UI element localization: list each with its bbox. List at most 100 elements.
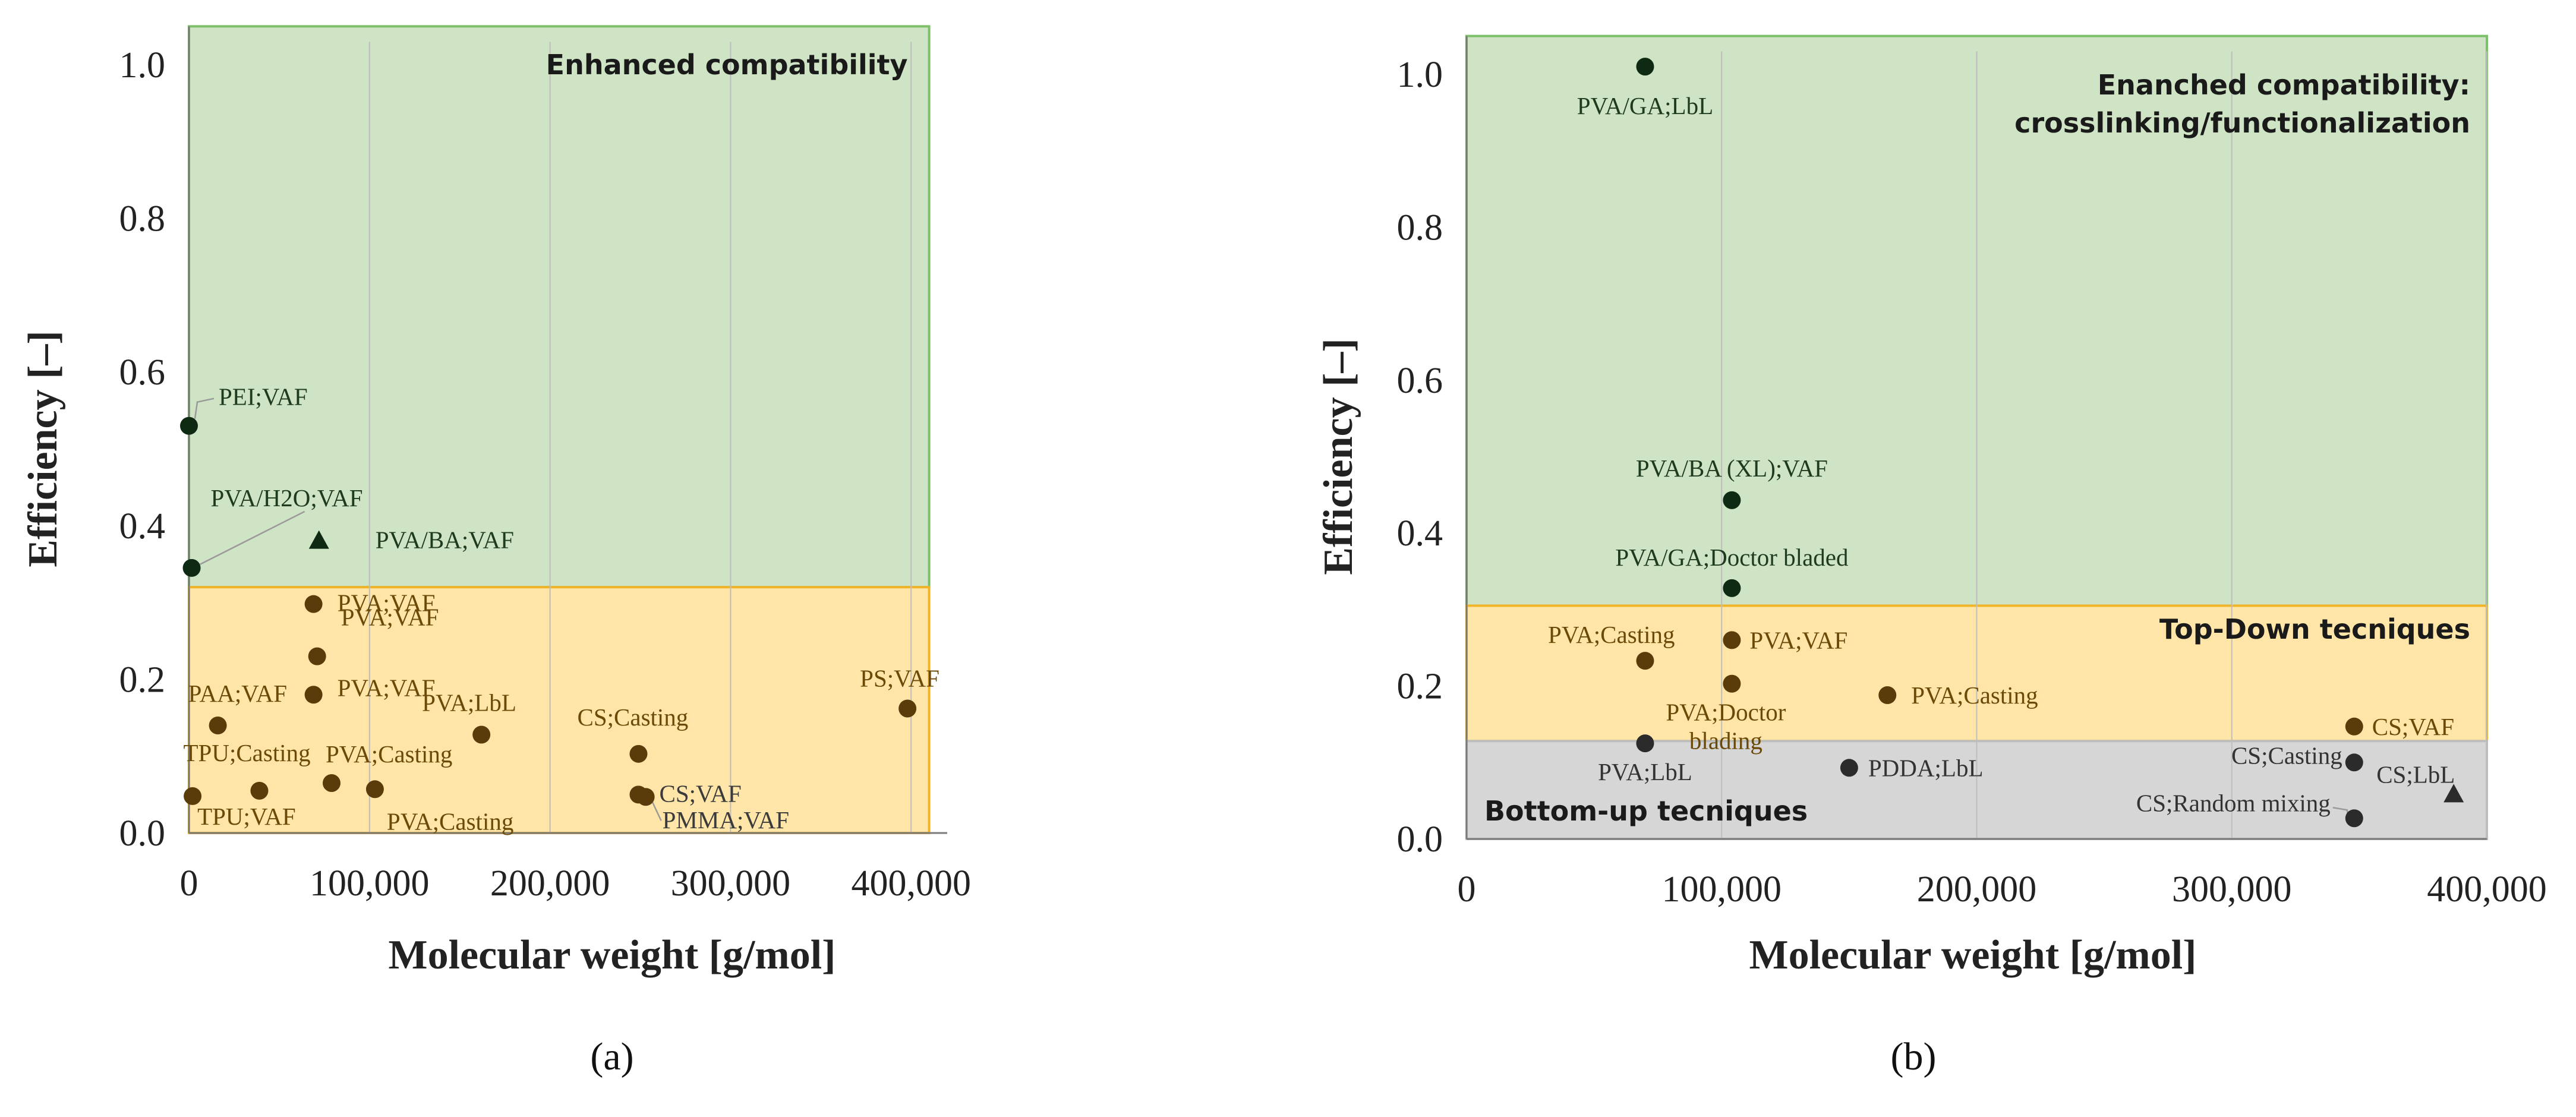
chart-a-point-label: CS;Casting [577,703,688,731]
chart-b-point [1723,491,1741,509]
chart-a-point-label: PS;VAF [860,665,939,692]
chart-a-point [182,558,201,577]
chart-b-region-label: Top-Down tecniques [2159,613,2470,645]
chart-b-point-label: CS;VAF [2372,713,2454,740]
chart-b-point [2345,753,2363,772]
chart-a-point-label: TPU;Casting [183,739,310,766]
chart-a-point [308,530,329,549]
chart-b-point-label: PVA;Doctor [1666,699,1786,726]
chart-b-point-label: PVA;VAF [1749,626,1847,654]
chart-a: Enhanced compatibility 0.0 0.2 0.4 0.6 0… [20,25,971,1078]
chart-a-panel-label: (a) [590,1035,633,1078]
chart-b-point [1636,734,1654,753]
chart-b-y-tick-label: 0.8 [1397,207,1443,248]
chart-b-point [1636,652,1654,670]
chart-a-y-tick-label: 0.0 [119,813,166,854]
chart-b-point-label: PVA/BA (XL);VAF [1636,455,1828,482]
chart-a-point [304,686,323,704]
chart-b-point [1878,686,1897,705]
chart-a-point [323,774,341,792]
chart-a-point-label: PAA;VAF [188,680,287,707]
chart-a-x-tick-label: 200,000 [490,863,610,904]
chart-b-y-tick-label: 0.4 [1397,513,1443,554]
chart-a-point [304,595,323,613]
chart-a-y-tick-label: 0.2 [119,660,166,700]
chart-a-point-label: PVA;LbL [422,689,516,716]
chart-b-x-tick-label: 0 [1458,869,1476,910]
chart-b-point-label: PVA;Casting [1911,681,2038,709]
chart-b-x-tick-label: 200,000 [1917,869,2037,910]
chart-a-point-label: TPU;VAF [197,803,296,830]
chart-b-point-label: CS;Casting [2231,741,2342,769]
chart-b-point [2345,809,2363,828]
chart-b-y-axis-title: Efficiency [–] [1316,338,1361,575]
chart-a-point-label: PMMA;VAF [663,806,789,834]
chart-b-y-tick-label: 1.0 [1397,55,1443,95]
chart-b-point [2345,717,2363,736]
chart-a-point [180,416,198,435]
chart-a-point-label: PVA;Casting [387,807,513,835]
chart-a-point [629,744,648,763]
chart-b-point-label: CS;Random mixing [2136,789,2331,816]
chart-a-point-label: PVA/H2O;VAF [211,484,363,512]
chart-b-region-label: Enanched compatibility: [2098,69,2470,101]
chart-a-y-tick-label: 0.6 [119,352,166,393]
chart-b-point-label: PVA/GA;LbL [1577,92,1713,119]
chart-b-y-tick-label: 0.0 [1397,819,1443,860]
chart-a-region-baseline [188,586,931,834]
chart-b-x-tick-label: 100,000 [1662,869,1782,910]
chart-a-y-tick-label: 1.0 [119,45,166,86]
chart-a-point-label: CS;VAF [659,780,741,807]
chart-b-y-tick-label: 0.6 [1397,361,1443,401]
chart-b-point [1636,58,1654,76]
chart-b-point [1840,759,1858,777]
chart-a-leader-line [651,800,662,821]
chart-a-point [250,781,269,800]
chart-a-point-label: PEI;VAF [219,383,308,411]
chart-b-x-axis-title: Molecular weight [g/mol] [1749,932,2197,978]
chart-a-region-enhanced [188,25,931,589]
chart-a-leader-line [194,397,215,419]
chart-a-x-axis-title: Molecular weight [g/mol] [389,932,836,978]
chart-a-x-tick-label: 0 [180,863,198,904]
chart-a-point [472,725,491,744]
chart-b-x-tick-label: 400,000 [2427,869,2547,910]
chart-a-point-label: PVA;Casting [326,740,452,768]
chart-b-point [1723,631,1741,649]
chart-b-y-tick-label: 0.2 [1397,667,1443,707]
chart-a-points [180,416,917,806]
chart-a-point-label: PVA;VAF [338,589,436,617]
chart-a-point-label: PVA;VAF [341,604,439,631]
chart-a-point [636,788,655,806]
chart-b-point [1723,579,1741,597]
chart-a-point [308,647,326,665]
chart-b-point-label: PVA;Casting [1548,621,1675,648]
chart-a-point [365,780,384,799]
chart-b-point [1723,674,1741,693]
chart-a-y-tick-label: 0.4 [119,506,166,547]
chart-a-point-label: PVA/BA;VAF [376,526,514,554]
chart-a-x-tick-label: 400,000 [851,863,971,904]
chart-b-panel-label: (b) [1891,1035,1937,1078]
chart-b-point-label: PVA;LbL [1598,758,1692,785]
chart-a-y-axis-title: Efficiency [–] [20,330,66,567]
chart-b-point-label: blading [1689,727,1762,755]
chart-b-region-label: crosslinking/functionalization [2014,107,2470,139]
chart-b-x-tick-label: 300,000 [2172,869,2292,910]
chart-b-points [1636,58,2464,828]
chart-a-point-label: PVA;VAF [338,674,436,701]
chart-a-point [209,716,227,734]
chart-a-point [184,787,202,805]
chart-b-point-label: CS;LbL [2376,761,2455,788]
chart-b: Enanched compatibility: crosslinking/fun… [1316,34,2547,1078]
chart-a-x-tick-label: 300,000 [671,863,791,904]
chart-a-y-tick-label: 0.8 [119,199,166,239]
chart-b-point [2443,784,2464,803]
chart-b-region-label: Bottom-up tecniques [1484,795,1808,827]
chart-a-point [898,699,917,718]
chart-b-point-label: PVA/GA;Doctor bladed [1615,544,1848,571]
chart-b-point-label: PDDA;LbL [1868,754,1984,781]
chart-a-leader-line [199,510,305,566]
chart-a-regions [188,25,931,834]
